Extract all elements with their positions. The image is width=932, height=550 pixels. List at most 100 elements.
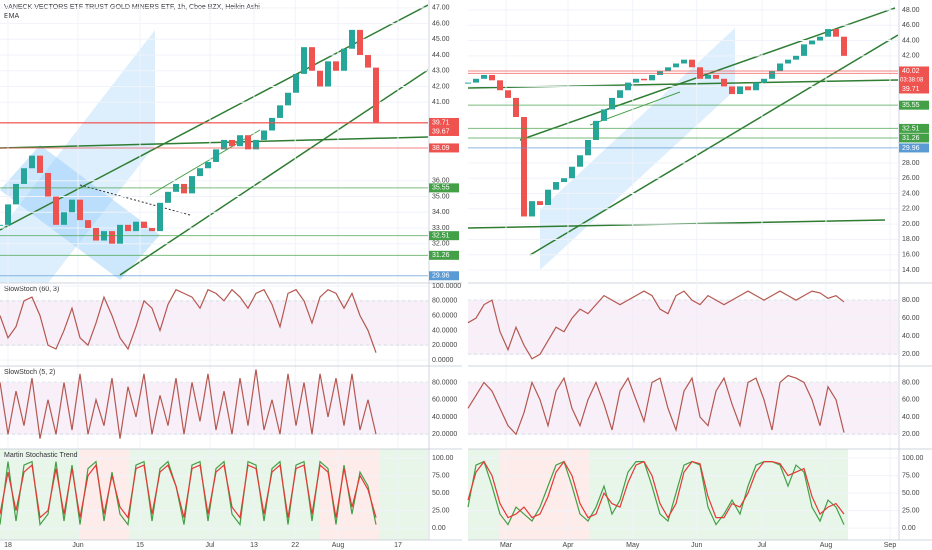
y-tick-label: 20.00 <box>902 351 920 358</box>
series-line <box>467 460 845 526</box>
candle <box>561 178 567 183</box>
y-tick-label: 80.0000 <box>432 298 457 305</box>
indicator-name: EMA <box>4 13 20 20</box>
candle <box>673 63 679 68</box>
candle <box>77 199 83 221</box>
y-tick-label: 50.00 <box>902 490 920 497</box>
y-tick-label: 40.00 <box>902 414 920 421</box>
candle <box>341 48 347 71</box>
candle <box>13 183 19 205</box>
price-tag-label: 35.55 <box>902 102 920 109</box>
candle <box>521 117 527 217</box>
candle <box>633 78 639 83</box>
candle <box>617 90 623 98</box>
price-tag <box>899 66 929 76</box>
price-tag-label: 39.71 <box>432 119 450 126</box>
chart-title: VANECK VECTORS ETF TRUST GOLD MINERS ETF… <box>4 4 260 11</box>
y-tick-label: 24.00 <box>902 190 920 197</box>
candle <box>729 86 735 95</box>
price-tag-label: 32.51 <box>432 233 450 240</box>
candle <box>745 86 751 91</box>
candle <box>181 183 187 194</box>
price-tag-label: 39.67 <box>432 128 450 135</box>
x-tick-label: 22 <box>291 542 299 549</box>
y-tick-label: 20.00 <box>902 431 920 438</box>
candle <box>769 71 775 79</box>
candle <box>809 40 815 45</box>
candle <box>681 59 687 64</box>
y-tick-label: 40.0000 <box>432 414 457 421</box>
y-tick-label: 45.00 <box>432 36 450 43</box>
y-tick-label: 47.00 <box>432 5 450 12</box>
panel-title: SlowStoch (60, 3) <box>4 286 59 293</box>
candle <box>133 221 139 232</box>
candle <box>641 78 647 81</box>
drawings-left <box>0 4 428 283</box>
candle <box>817 36 823 41</box>
candle <box>141 221 147 228</box>
candle <box>85 220 91 228</box>
candle <box>601 109 607 121</box>
y-tick-label: 60.0000 <box>432 312 457 319</box>
series-line <box>467 374 845 436</box>
candle <box>197 168 203 177</box>
y-tick-label: 25.00 <box>902 507 920 514</box>
candle <box>21 168 27 184</box>
candle <box>213 149 219 162</box>
y-tick-label: 28.00 <box>902 160 920 167</box>
price-tag-label: 38.09 <box>432 145 450 152</box>
y-tick-label: 32.00 <box>432 241 450 248</box>
price-tag <box>429 271 459 281</box>
candle <box>349 29 355 49</box>
price-tag-label: 29.96 <box>432 273 450 280</box>
candle <box>309 47 315 71</box>
y-tick-label: 100.00 <box>432 455 454 462</box>
candle <box>325 61 331 87</box>
y-tick-label: 25.00 <box>432 507 450 514</box>
series-line <box>0 369 377 439</box>
candle <box>737 86 743 95</box>
series-line <box>467 290 845 360</box>
y-tick-label: 44.00 <box>902 37 920 44</box>
trend-bg-down <box>320 449 380 540</box>
candle <box>293 73 299 93</box>
x-tick-label: Apr <box>563 542 575 549</box>
y-tick-label: 16.00 <box>902 252 920 259</box>
candle <box>165 191 171 203</box>
y-tick-label: 0.00 <box>432 525 446 532</box>
candle <box>221 139 227 150</box>
price-tag <box>429 250 459 260</box>
x-tick-label: Jul <box>206 542 215 549</box>
candle <box>269 117 275 131</box>
candle <box>497 80 503 91</box>
price-tag <box>429 231 459 241</box>
price-tag <box>429 126 459 136</box>
price-tag <box>429 183 459 193</box>
candle <box>245 135 251 150</box>
candle <box>793 55 799 60</box>
y-tick-label: 46.00 <box>902 22 920 29</box>
price-tag-label: 31.26 <box>432 252 450 259</box>
candle <box>61 212 67 225</box>
candle <box>301 47 307 74</box>
x-tick-label: 18 <box>4 542 12 549</box>
candle <box>593 120 599 140</box>
candle <box>37 155 43 173</box>
price-tag <box>429 143 459 153</box>
x-tick-label: Jun <box>691 542 702 549</box>
candle <box>801 44 807 56</box>
x-tick-label: Sep <box>884 542 897 549</box>
candle <box>69 199 75 213</box>
y-tick-label: 80.0000 <box>432 379 457 386</box>
candle <box>545 189 551 205</box>
candle <box>577 155 583 167</box>
x-tick-label: Jun <box>72 542 83 549</box>
candle <box>537 201 543 205</box>
y-tick-label: 34.00 <box>432 209 450 216</box>
price-tag-label: 39.71 <box>902 86 920 93</box>
y-tick-label: 35.00 <box>432 193 450 200</box>
y-tick-label: 20.00 <box>902 221 920 228</box>
candle <box>481 74 487 79</box>
candle <box>505 90 511 98</box>
y-tick-label: 41.00 <box>432 99 450 106</box>
